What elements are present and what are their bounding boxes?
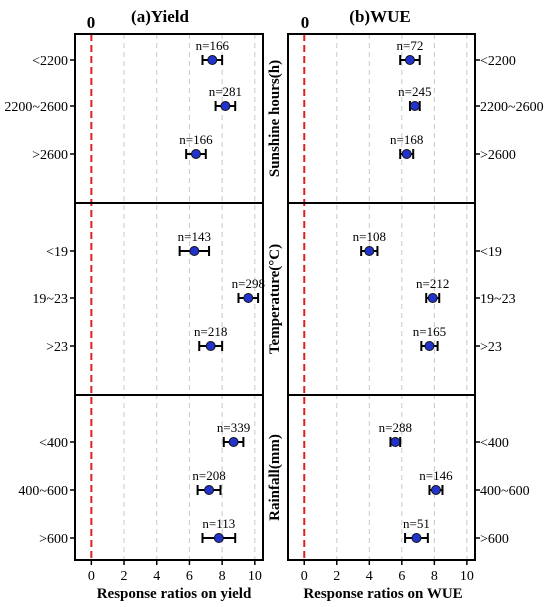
data-point: [204, 485, 215, 495]
group-label: Sunshine hours(h): [267, 60, 283, 177]
data-point: [404, 55, 415, 65]
category-label: <2200: [480, 54, 516, 69]
sample-size-label: n=168: [390, 132, 423, 147]
x-tick-label: 2: [333, 569, 340, 584]
sample-size-label: n=143: [178, 229, 211, 244]
category-label: <19: [46, 245, 68, 260]
category-label: >2600: [32, 148, 68, 163]
sample-size-label: n=288: [379, 420, 412, 435]
category-label: >2600: [480, 148, 516, 163]
data-point: [189, 246, 200, 256]
panel-b-zero-label: 0: [301, 13, 310, 32]
sample-size-label: n=146: [419, 468, 453, 483]
category-label: >600: [480, 532, 509, 547]
data-point: [409, 101, 420, 111]
data-point: [424, 341, 435, 351]
category-label: 19~23: [32, 292, 68, 307]
data-point: [228, 437, 239, 447]
panel-b-wue: n=72 n=245 n=168 n=108 n=212 n=165 n=288 n=146 n…: [287, 33, 544, 602]
category-label: >23: [480, 340, 502, 355]
category-label: <2200: [32, 54, 68, 69]
category-label: >23: [46, 340, 68, 355]
data-point: [364, 246, 375, 256]
panel-a-frame: [74, 33, 264, 561]
panel-a-yield: n=166 n=281 n=166 n=143 n=298 n=218 n=339 n=208…: [4, 33, 265, 602]
sample-size-label: n=72: [397, 38, 424, 53]
data-point: [427, 293, 438, 303]
panel-b-x-axis-ticks: 0 2 4 6 8 10: [301, 560, 474, 584]
data-point: [213, 533, 224, 543]
data-point: [243, 293, 254, 303]
sample-size-label: n=245: [398, 84, 431, 99]
x-tick-label: 6: [186, 569, 193, 584]
x-tick-label: 10: [460, 569, 474, 584]
category-label: 19~23: [480, 292, 516, 307]
x-tick-label: 6: [398, 569, 405, 584]
data-point: [207, 55, 218, 65]
panel-b-frame: [287, 33, 476, 561]
group-label: Rainfall(mm): [267, 434, 283, 521]
category-label: <400: [39, 436, 68, 451]
category-label: 2200~2600: [4, 100, 68, 115]
sample-size-label: n=212: [416, 276, 449, 291]
data-point: [401, 149, 412, 159]
sample-size-label: n=218: [194, 324, 227, 339]
group-labels: Sunshine hours(h) Temperature(°C) Rainfall…: [267, 60, 283, 521]
panel-a-x-axis-label: Response ratios on yield: [97, 586, 252, 602]
panel-a-zero-label: 0: [87, 13, 96, 32]
category-label: <19: [480, 245, 502, 260]
group-label: Temperature(°C): [267, 244, 283, 354]
panel-b-marks: n=72 n=245 n=168 n=108 n=212 n=165 n=288 n=146 n…: [353, 38, 453, 543]
panel-b-category-labels: <2200 2200~2600 >2600 <19 19~23 >23 <400 400~60…: [475, 54, 544, 547]
sample-size-label: n=165: [413, 324, 446, 339]
sample-size-label: n=166: [179, 132, 213, 147]
x-tick-label: 10: [248, 569, 262, 584]
category-label: <400: [480, 436, 509, 451]
category-label: 400~600: [480, 484, 530, 499]
data-point: [411, 533, 422, 543]
panel-a-category-labels: <2200 2200~2600 >2600 <19 19~23 >23 <400 400~60…: [4, 54, 75, 547]
x-tick-label: 4: [153, 569, 160, 584]
data-point: [220, 101, 231, 111]
panel-a-title: (a)Yield: [131, 7, 189, 26]
x-tick-label: 8: [431, 569, 438, 584]
sample-size-label: n=113: [202, 516, 235, 531]
x-tick-label: 4: [366, 569, 373, 584]
x-tick-label: 2: [121, 569, 128, 584]
data-point: [190, 149, 201, 159]
panel-a-gridlines: [123, 34, 256, 560]
panel-a-x-axis-ticks: 0 2 4 6 8 10: [88, 560, 262, 584]
data-point: [205, 341, 216, 351]
panel-b-title: (b)WUE: [349, 7, 410, 26]
sample-size-label: n=51: [403, 516, 430, 531]
x-tick-label: 0: [88, 569, 95, 584]
sample-size-label: n=298: [232, 276, 265, 291]
x-tick-label: 0: [301, 569, 308, 584]
sample-size-label: n=339: [217, 420, 250, 435]
data-point: [430, 485, 441, 495]
data-point: [390, 437, 401, 447]
panel-b-x-axis-label: Response ratios on WUE: [303, 586, 462, 602]
category-label: 400~600: [18, 484, 68, 499]
sample-size-label: n=108: [353, 229, 386, 244]
sample-size-label: n=208: [192, 468, 225, 483]
panel-a-marks: n=166 n=281 n=166 n=143 n=298 n=218 n=339 n=208…: [178, 38, 265, 543]
x-tick-label: 8: [219, 569, 226, 584]
category-label: >600: [39, 532, 68, 547]
sample-size-label: n=281: [209, 84, 242, 99]
category-label: 2200~2600: [480, 100, 544, 115]
sample-size-label: n=166: [196, 38, 230, 53]
